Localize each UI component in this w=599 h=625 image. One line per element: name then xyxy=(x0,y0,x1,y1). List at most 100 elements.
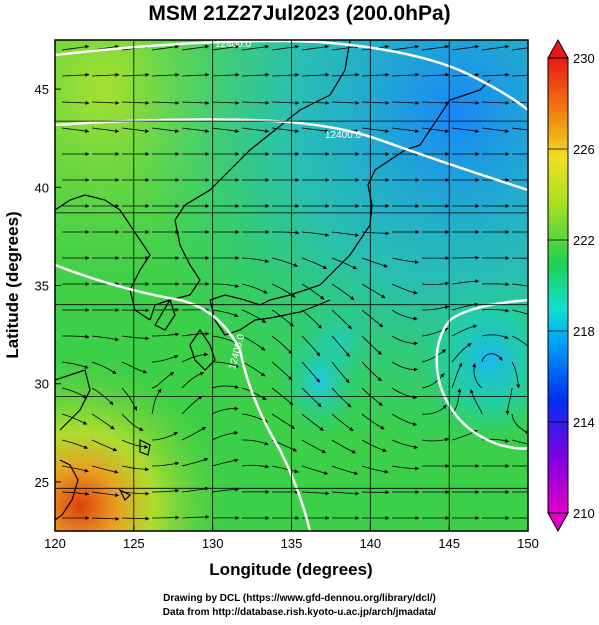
colorbar-tick-label: 222 xyxy=(573,233,595,248)
streamline-arrow xyxy=(241,283,268,294)
streamline-arrow xyxy=(181,457,209,467)
streamline-arrow xyxy=(301,387,322,408)
streamline-arrow xyxy=(181,426,207,441)
streamline-arrow xyxy=(61,100,90,105)
streamline-arrow xyxy=(331,309,352,329)
streamline-arrow xyxy=(422,305,450,311)
streamline-arrow xyxy=(481,308,510,313)
streamline-arrow xyxy=(151,44,180,51)
streamline-arrow xyxy=(271,361,293,381)
streamline-arrow xyxy=(151,127,180,134)
streamline-arrow xyxy=(361,387,383,406)
streamline-arrow xyxy=(421,127,450,134)
streamline-arrow xyxy=(212,283,240,288)
streamline-arrow xyxy=(331,361,350,384)
streamline-arrow xyxy=(505,387,513,415)
streamline-arrow xyxy=(301,257,328,270)
streamline-arrow xyxy=(121,465,150,472)
streamline-arrow xyxy=(451,362,463,389)
streamline-arrow xyxy=(511,361,521,389)
streamline-arrow xyxy=(421,44,450,51)
streamline-arrow xyxy=(301,335,321,357)
y-tick-label: 35 xyxy=(35,279,49,294)
streamline-arrow xyxy=(151,431,178,441)
streamline-arrow xyxy=(361,335,382,355)
streamline-arrow xyxy=(61,491,90,496)
streamline-arrow xyxy=(511,74,528,77)
streamline-arrow xyxy=(211,127,240,134)
streamline-arrow xyxy=(391,72,420,77)
streamline-arrow xyxy=(331,491,360,496)
streamline-arrow xyxy=(391,127,420,134)
streamline-arrow xyxy=(301,413,324,431)
colorbar: 210 214 218 222 226 230 xyxy=(547,38,595,533)
streamline-arrow xyxy=(61,361,89,369)
streamline-arrow xyxy=(152,332,180,337)
streamline-arrow xyxy=(391,44,420,51)
x-tick-label: 150 xyxy=(517,536,539,551)
streamline-arrow xyxy=(241,100,270,105)
streamline-arrow xyxy=(61,465,89,473)
streamline-arrow xyxy=(61,439,89,449)
streamline-arrow xyxy=(241,361,266,377)
streamline-arrow xyxy=(241,335,266,351)
streamline-arrow xyxy=(151,371,175,389)
streamline-arrow xyxy=(181,515,210,520)
streamline-arrow xyxy=(511,413,528,434)
streamline-arrow xyxy=(61,44,90,51)
x-axis-label: Longitude (degrees) xyxy=(209,560,372,579)
y-axis-label: Latitude (degrees) xyxy=(3,211,22,358)
streamline-arrow xyxy=(301,309,322,329)
streamline-arrow xyxy=(511,127,528,131)
streamline-arrow xyxy=(211,430,239,441)
streamline-arrow xyxy=(301,231,330,237)
streamline-arrow xyxy=(61,127,90,134)
streamline-arrow xyxy=(391,257,419,265)
streamline-arrow xyxy=(361,465,389,474)
streamline-arrow xyxy=(481,282,510,287)
x-tick-label: 125 xyxy=(123,536,145,551)
x-tick-label: 130 xyxy=(202,536,224,551)
colorbar-tick-label: 226 xyxy=(573,142,595,157)
streamline-arrow xyxy=(331,44,360,51)
streamline-arrow xyxy=(91,516,120,521)
streamline-arrow xyxy=(181,127,210,134)
streamline-arrow xyxy=(421,437,450,442)
streamline-arrow xyxy=(121,413,144,431)
streamline-arrow xyxy=(301,127,330,134)
streamline-arrow xyxy=(211,458,239,467)
streamline-arrow xyxy=(361,72,390,77)
streamline-arrow xyxy=(361,231,390,236)
streamline-arrow xyxy=(271,335,293,355)
streamline-arrow xyxy=(361,257,388,268)
colorbar-tick-label: 214 xyxy=(573,415,595,430)
streamline-arrow xyxy=(152,488,180,493)
streamline-arrow xyxy=(511,439,528,445)
streamline-arrow xyxy=(241,127,270,134)
streamline-arrow xyxy=(61,72,90,77)
streamline-arrow xyxy=(361,127,390,134)
streamline-arrow xyxy=(331,72,360,77)
streamline-arrow xyxy=(91,127,120,134)
streamline-arrow xyxy=(421,349,447,363)
streamline-arrow xyxy=(121,335,150,341)
streamline-arrow xyxy=(451,388,462,415)
streamline-arrow xyxy=(481,353,503,363)
streamline-arrow xyxy=(181,100,210,105)
streamline-arrow xyxy=(391,439,419,450)
streamline-arrow xyxy=(451,279,480,285)
streamline-arrow xyxy=(421,100,450,105)
streamline-arrow xyxy=(241,44,270,51)
streamline-arrow xyxy=(121,127,150,134)
streamline-arrow xyxy=(361,100,390,105)
streamline-arrow xyxy=(469,389,483,415)
streamline-arrow xyxy=(91,439,118,452)
chart-title: MSM 21Z27Jul2023 (200.0hPa) xyxy=(148,2,451,25)
streamline-arrow xyxy=(211,406,239,415)
streamline-arrow xyxy=(391,335,418,346)
x-tick-label: 120 xyxy=(44,536,66,551)
streamline-arrow xyxy=(121,491,150,496)
streamline-arrow xyxy=(331,335,350,357)
streamline-arrow xyxy=(91,335,120,342)
